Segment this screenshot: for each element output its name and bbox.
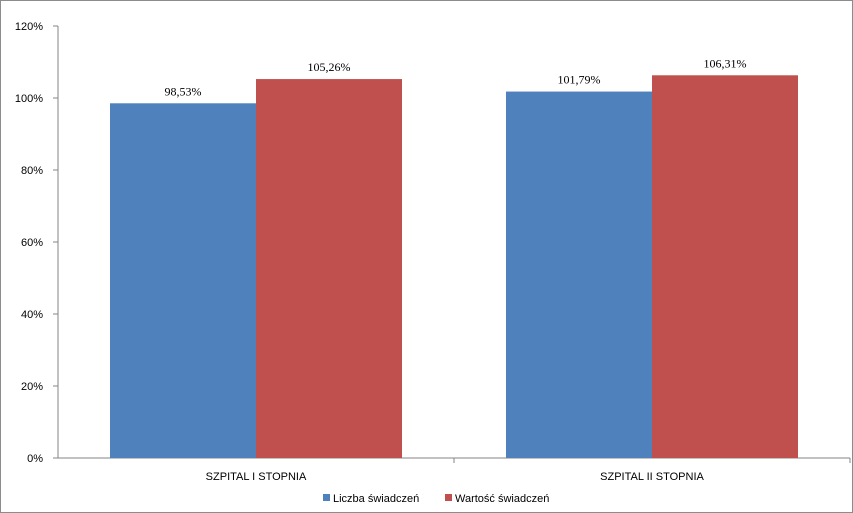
y-tick-label: 60% [21,237,43,249]
legend-label: Liczba świadczeń [333,493,419,505]
y-tick-label: 100% [15,93,43,105]
bar-value-label: 98,53% [165,84,202,98]
y-tick-label: 80% [21,165,43,177]
legend-swatch [323,494,330,501]
y-tick-label: 20% [21,381,43,393]
bar-liczba-2 [506,91,652,458]
y-tick-label: 40% [21,309,43,321]
y-tick-label: 0% [27,453,43,465]
x-axis-categories: SZPITAL I STOPNIA SZPITAL II STOPNIA [206,458,851,483]
chart-bars [110,75,798,459]
y-tick-label: 120% [15,21,43,33]
y-axis-ticks: 0% 20% 40% 60% 80% 100% 120% [15,21,58,465]
bar-wartosc-2 [652,75,798,458]
legend-label: Wartość świadczeń [455,493,549,505]
bar-liczba-1 [110,103,256,459]
bar-value-label: 106,31% [704,56,747,70]
x-category-label: SZPITAL I STOPNIA [206,471,307,483]
bar-value-label: 101,79% [558,73,601,87]
bar-wartosc-1 [256,79,402,459]
chart-legend: Liczba świadczeń Wartość świadczeń [323,493,549,505]
bar-value-label: 105,26% [308,60,351,74]
data-labels: 98,53% 105,26% 101,79% 106,31% [165,56,747,98]
x-category-label: SZPITAL II STOPNIA [600,471,704,483]
legend-swatch [445,494,452,501]
